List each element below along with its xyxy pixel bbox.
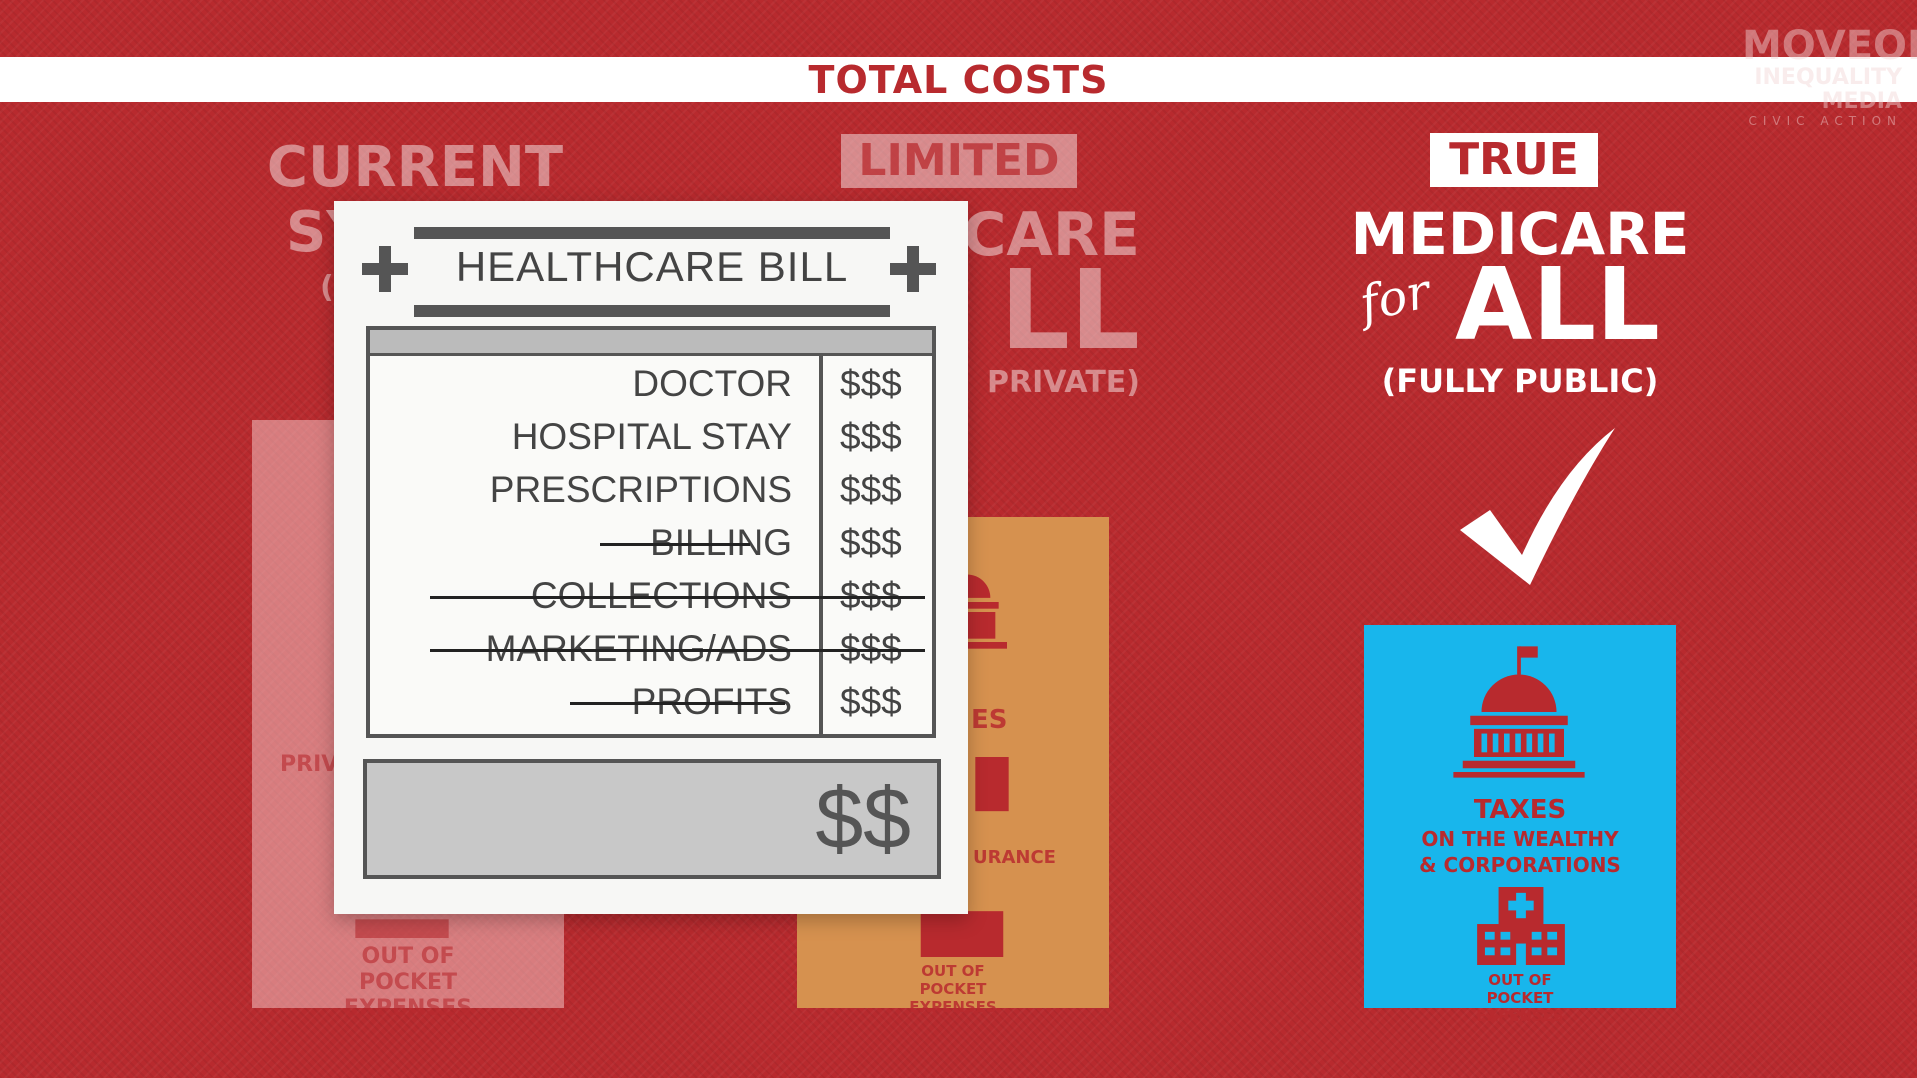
bill-top-rule: [414, 227, 890, 239]
strikethrough-line: [430, 649, 925, 652]
bill-item-row: COLLECTIONS $$$: [370, 570, 932, 622]
current-private-label: PRIV: [280, 752, 339, 777]
hospital-icon: [355, 919, 449, 938]
bill-item-name: HOSPITAL STAY: [511, 416, 792, 457]
bill-item-cost: $$$: [840, 363, 902, 404]
true-heading-fully-public: (FULLY PUBLIC): [1381, 362, 1659, 400]
true-taxes-sub1: ON THE WEALTHY: [1421, 827, 1619, 851]
logo-media: MEDIA: [1821, 89, 1902, 114]
capitol-building-icon: [1453, 646, 1585, 778]
current-out-of-pocket-label: OUT OF POCKET EXPENSES: [343, 944, 473, 1021]
limited-out-of-pocket-label: OUT OF POCKET EXPENSES: [909, 962, 997, 1016]
hospital-icon: [920, 911, 1004, 957]
plus-icon: [362, 246, 408, 292]
current-heading-3: (: [320, 270, 334, 305]
bill-item-cost: $$$: [840, 469, 902, 510]
plus-icon: [890, 246, 936, 292]
strikethrough-line: [570, 702, 785, 705]
bill-item-row: HOSPITAL STAY $$$: [370, 411, 932, 463]
bill-items-table: DOCTOR $$$ HOSPITAL STAY $$$ PRESCRIPTIONS $$…: [366, 326, 936, 738]
hospital-icon: [1477, 887, 1565, 965]
bill-item-row: PRESCRIPTIONS $$$: [370, 464, 932, 516]
bill-bottom-rule: [414, 305, 890, 317]
bill-item-row: BILLING $$$: [370, 517, 932, 569]
bill-item-cost: $$$: [840, 522, 902, 563]
checkmark-icon: [1460, 428, 1615, 585]
bill-total-value: $$: [815, 771, 911, 867]
bill-column-divider: [819, 356, 823, 738]
limited-taxes-label: ES: [971, 705, 1008, 735]
bill-item-cost: $$$: [840, 628, 902, 669]
bill-item-row: DOCTOR $$$: [370, 358, 932, 410]
bill-item-row: PROFITS $$$: [370, 676, 932, 728]
office-building-icon: [975, 757, 1009, 812]
bill-title: HEALTHCARE BILL: [455, 243, 849, 290]
banner-title: TOTAL COSTS: [808, 57, 1109, 102]
strikethrough-line: [430, 596, 925, 599]
limited-heading-4: PRIVATE): [987, 365, 1140, 400]
bill-item-name: PRESCRIPTIONS: [489, 469, 792, 510]
title-banner: TOTAL COSTS: [0, 57, 1917, 102]
bill-item-cost: $$$: [840, 575, 902, 616]
limited-heading-2: CARE: [962, 200, 1140, 270]
true-taxes-sub2: & CORPORATIONS: [1419, 853, 1621, 877]
bill-item-cost: $$$: [840, 416, 902, 457]
current-heading-1: CURRENT: [266, 135, 564, 200]
healthcare-bill: HEALTHCARE BILL DOCTOR $$$ HOSPITAL STAY $$…: [334, 201, 968, 914]
true-heading-for: for: [1354, 263, 1435, 333]
strikethrough-line: [600, 543, 750, 546]
bill-total-box: $$: [363, 759, 941, 879]
true-heading-medicare: MEDICARE: [1350, 200, 1690, 268]
bill-item-name: BILLING: [650, 522, 792, 563]
bill-items-header-bar: [370, 330, 932, 356]
bill-item-cost: $$$: [840, 681, 902, 722]
logo-civic-action: CIVIC ACTION: [1748, 114, 1902, 128]
true-heading-all: ALL: [1455, 246, 1660, 363]
limited-insurance-label: URANCE: [973, 847, 1056, 868]
bill-item-name: MARKETING/ADS: [485, 628, 792, 669]
bill-item-name: DOCTOR: [632, 363, 792, 404]
moveon-logo: MOVEON INEQUALITY MEDIA CIVIC ACTION: [1742, 23, 1917, 156]
bill-item-name: PROFITS: [631, 681, 792, 722]
logo-moveon: MOVEON: [1742, 23, 1917, 69]
bill-item-name: COLLECTIONS: [530, 575, 792, 616]
true-taxes-label: TAXES: [1473, 795, 1567, 825]
limited-tag: LIMITED: [841, 134, 1077, 188]
true-cost-panel: TAXES ON THE WEALTHY & CORPORATIONS OUT …: [1364, 625, 1676, 1025]
bill-item-row: MARKETING/ADS $$$: [370, 623, 932, 675]
limited-heading-3: LL: [999, 246, 1140, 374]
logo-inequality: INEQUALITY: [1754, 65, 1902, 90]
true-tag: TRUE: [1430, 133, 1598, 187]
true-out-of-pocket-label: OUT OF POCKET EXPENSES: [1476, 971, 1564, 1025]
